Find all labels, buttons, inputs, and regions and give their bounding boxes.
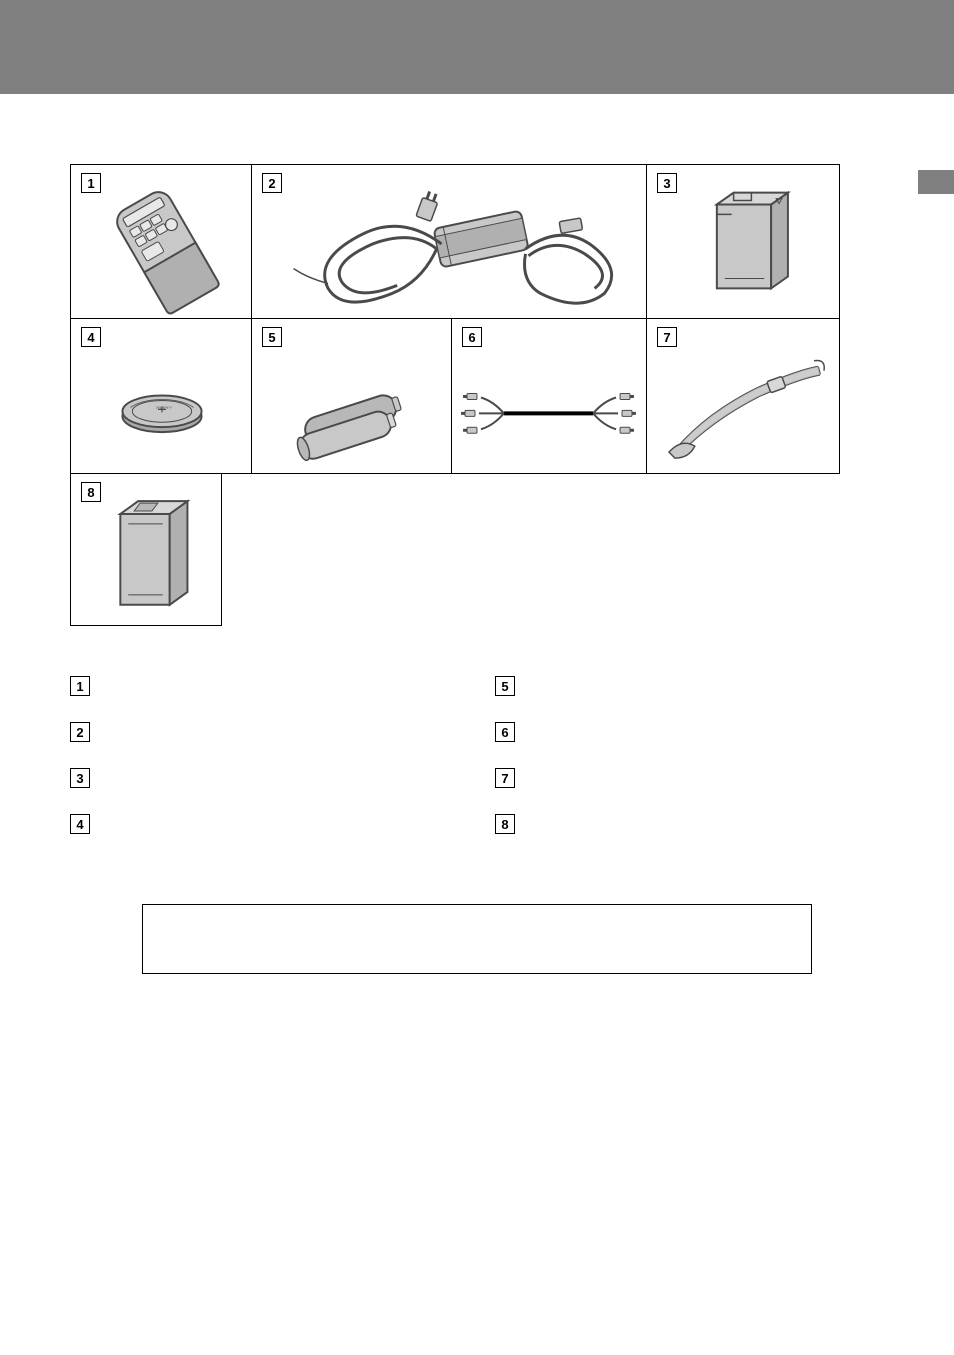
grid-cell: 3 — [647, 164, 840, 319]
list-item: 8 — [495, 814, 840, 834]
grid-row: 1 — [70, 164, 840, 319]
svg-text:SONY: SONY — [155, 406, 174, 410]
grid-cell: 7 — [647, 319, 840, 474]
note-box — [142, 904, 812, 974]
list-number: 7 — [495, 768, 515, 788]
cell-number: 2 — [262, 173, 282, 193]
cell-number: 7 — [657, 327, 677, 347]
cell-number: 5 — [262, 327, 282, 347]
cell-number: 8 — [81, 482, 101, 502]
cell-number: 6 — [462, 327, 482, 347]
grid-cell: 1 — [70, 164, 252, 319]
list-number: 3 — [70, 768, 90, 788]
cell-number: 1 — [81, 173, 101, 193]
grid-cell: 4 SONY — [70, 319, 252, 474]
grid-cell: 2 — [252, 164, 647, 319]
cell-number: 4 — [81, 327, 101, 347]
list-number: 8 — [495, 814, 515, 834]
list-number: 2 — [70, 722, 90, 742]
cell-number: 3 — [657, 173, 677, 193]
header-bar — [0, 0, 954, 94]
accessory-grid: 1 — [70, 164, 840, 626]
list-item: 7 — [495, 768, 840, 788]
grid-row: 4 SONY 5 — [70, 319, 840, 474]
list-item: 3 — [70, 768, 415, 788]
list-item: 5 — [495, 676, 840, 696]
list-item: 2 — [70, 722, 415, 742]
list-item: 4 — [70, 814, 415, 834]
grid-cell: 8 — [70, 474, 222, 626]
list-column-left: 1 2 3 4 — [70, 676, 415, 834]
list-number: 1 — [70, 676, 90, 696]
grid-cell: 6 — [452, 319, 647, 474]
list-number: 5 — [495, 676, 515, 696]
grid-cell: 5 — [252, 319, 452, 474]
grid-row: 8 — [70, 474, 840, 626]
ac-adapter-icon — [252, 165, 646, 318]
list-item: 6 — [495, 722, 840, 742]
page-content: 1 — [0, 164, 954, 974]
list-number: 6 — [495, 722, 515, 742]
list-column-right: 5 6 7 8 — [495, 676, 840, 834]
list-area: 1 2 3 4 5 6 — [70, 676, 840, 834]
side-tab — [918, 170, 954, 194]
list-item: 1 — [70, 676, 415, 696]
list-number: 4 — [70, 814, 90, 834]
